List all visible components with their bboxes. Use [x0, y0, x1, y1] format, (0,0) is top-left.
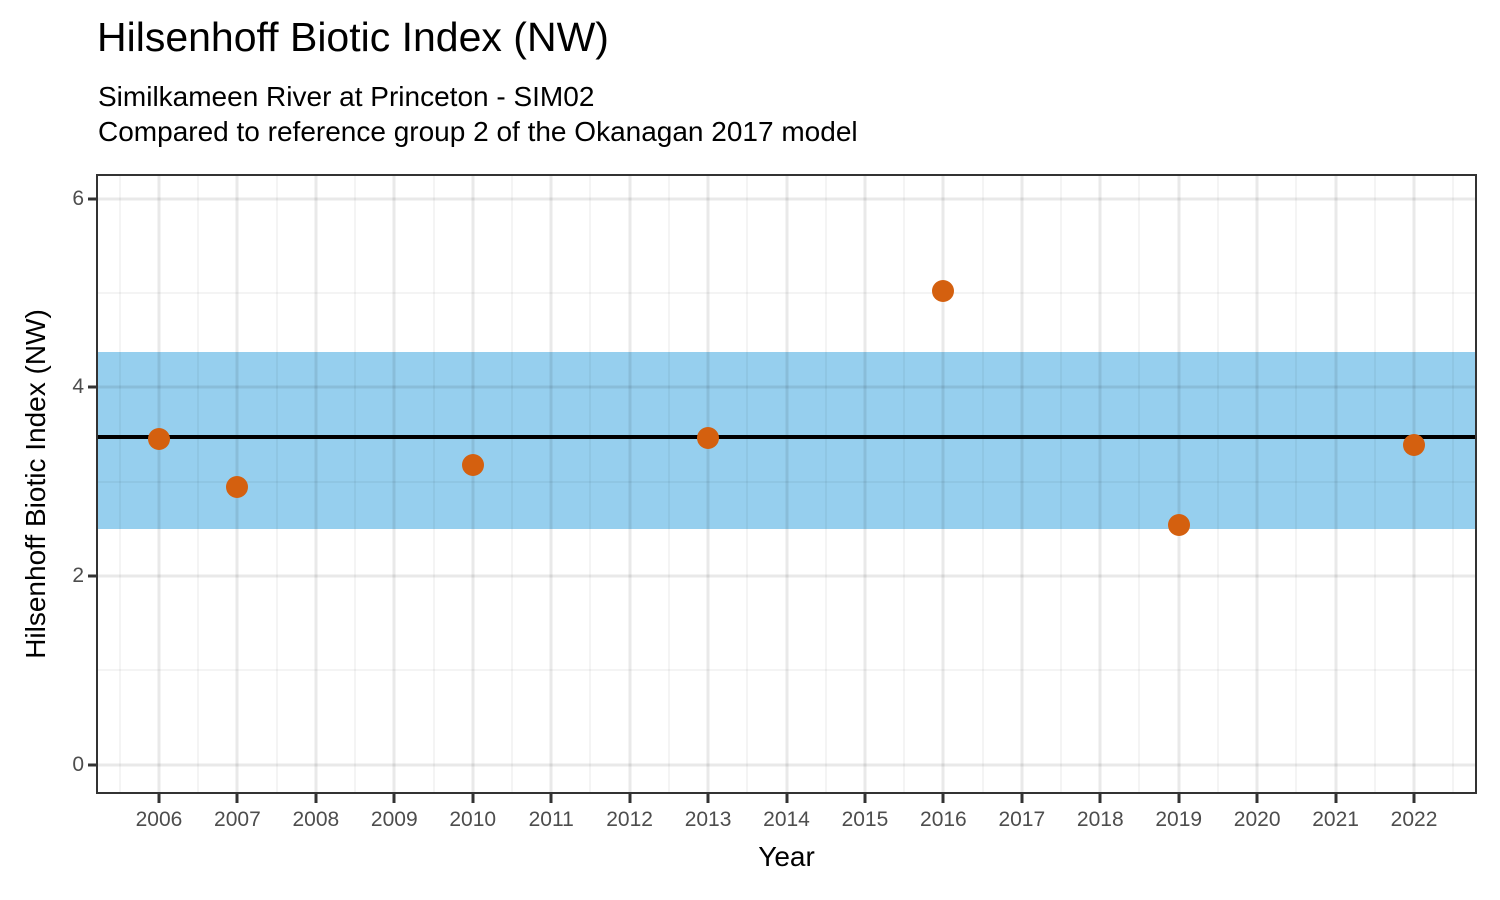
x-tick [314, 794, 318, 803]
x-major-gridline [471, 175, 475, 793]
x-tick-label: 2014 [763, 808, 810, 831]
x-tick [1098, 794, 1102, 803]
x-tick-label: 2016 [920, 808, 967, 831]
x-major-gridline [941, 175, 945, 793]
data-point [1167, 514, 1190, 537]
x-tick-label: 2009 [370, 808, 418, 831]
x-tick [235, 794, 239, 803]
x-minor-gridline [1138, 175, 1141, 793]
y-minor-gridline [97, 480, 1476, 483]
x-major-gridline [392, 175, 396, 793]
x-major-gridline [785, 175, 788, 793]
y-major-gridline [97, 385, 1476, 389]
x-minor-gridline [1060, 175, 1063, 793]
x-major-gridline [863, 175, 867, 793]
data-point [932, 280, 955, 303]
x-tick [1255, 794, 1259, 803]
y-major-gridline [97, 763, 1476, 767]
y-tick [88, 574, 97, 578]
x-tick [1177, 794, 1181, 803]
x-major-gridline [1334, 175, 1338, 793]
y-tick [88, 763, 97, 767]
x-tick-label: 2007 [214, 808, 261, 831]
x-tick [392, 794, 396, 803]
y-tick [88, 385, 97, 389]
y-minor-gridline [97, 291, 1476, 294]
x-tick-label: 2017 [998, 808, 1046, 831]
y-major-gridline [97, 197, 1476, 201]
x-minor-gridline [510, 175, 513, 793]
y-minor-gridline [97, 669, 1476, 672]
x-tick-label: 2018 [1076, 808, 1124, 831]
data-point [1403, 433, 1426, 456]
x-minor-gridline [981, 175, 984, 793]
data-point [147, 428, 170, 451]
data-point [461, 453, 484, 476]
x-major-gridline [1255, 175, 1259, 793]
x-tick-label: 2008 [292, 808, 340, 831]
x-minor-gridline [1452, 175, 1455, 793]
x-minor-gridline [1216, 175, 1219, 793]
x-minor-gridline [824, 175, 827, 793]
x-minor-gridline [118, 175, 121, 793]
x-major-gridline [1098, 175, 1102, 793]
x-tick [628, 794, 632, 803]
x-major-gridline [1020, 175, 1024, 793]
x-tick-label: 2012 [606, 808, 653, 831]
x-major-gridline [706, 175, 710, 793]
x-tick-label: 2011 [528, 808, 574, 831]
x-minor-gridline [275, 175, 278, 793]
x-major-gridline [314, 175, 318, 793]
x-tick [1412, 794, 1416, 803]
plot-panel [97, 175, 1476, 793]
x-tick-label: 2020 [1233, 808, 1281, 831]
x-tick-label: 2019 [1155, 808, 1203, 831]
x-major-gridline [1177, 175, 1181, 793]
y-tick-label: 0 [72, 752, 84, 776]
x-tick-label: 2021 [1312, 808, 1359, 831]
x-tick-label: 2013 [684, 808, 732, 831]
x-tick-label: 2006 [135, 808, 183, 831]
x-minor-gridline [354, 175, 357, 793]
y-axis-title: Hilsenhoff Biotic Index (NW) [20, 309, 51, 659]
data-point [226, 476, 249, 499]
x-tick-label: 2022 [1390, 808, 1438, 831]
x-minor-gridline [1295, 175, 1298, 793]
x-tick [471, 794, 475, 803]
chart-subtitle-line1: Similkameen River at Princeton - SIM02 [98, 81, 595, 112]
x-major-gridline [157, 175, 161, 793]
x-tick [549, 794, 553, 803]
x-tick [706, 794, 710, 803]
x-major-gridline [1412, 175, 1416, 793]
x-major-gridline [549, 175, 553, 793]
x-minor-gridline [1373, 175, 1376, 793]
x-axis-title: Year [758, 841, 815, 872]
x-minor-gridline [589, 175, 592, 793]
x-tick [157, 794, 161, 803]
x-tick [863, 794, 867, 803]
x-minor-gridline [432, 175, 435, 793]
reference-band [97, 352, 1476, 529]
y-tick-label: 2 [72, 563, 84, 587]
x-minor-gridline [746, 175, 749, 793]
y-tick-label: 4 [72, 375, 84, 399]
x-minor-gridline [667, 175, 670, 793]
x-major-gridline [628, 175, 632, 793]
x-tick [1020, 794, 1024, 803]
reference-line [97, 435, 1476, 440]
chart-title: Hilsenhoff Biotic Index (NW) [97, 14, 609, 60]
y-tick-label: 6 [72, 186, 84, 210]
x-tick-label: 2010 [449, 808, 497, 831]
x-minor-gridline [903, 175, 906, 793]
y-major-gridline [97, 574, 1476, 578]
x-tick-label: 2015 [841, 808, 889, 831]
x-tick [785, 794, 788, 803]
y-tick [88, 197, 97, 201]
x-tick [941, 794, 945, 803]
x-minor-gridline [197, 175, 200, 793]
data-point [697, 427, 720, 450]
x-tick [1334, 794, 1338, 803]
chart-subtitle-line2: Compared to reference group 2 of the Oka… [98, 116, 858, 147]
